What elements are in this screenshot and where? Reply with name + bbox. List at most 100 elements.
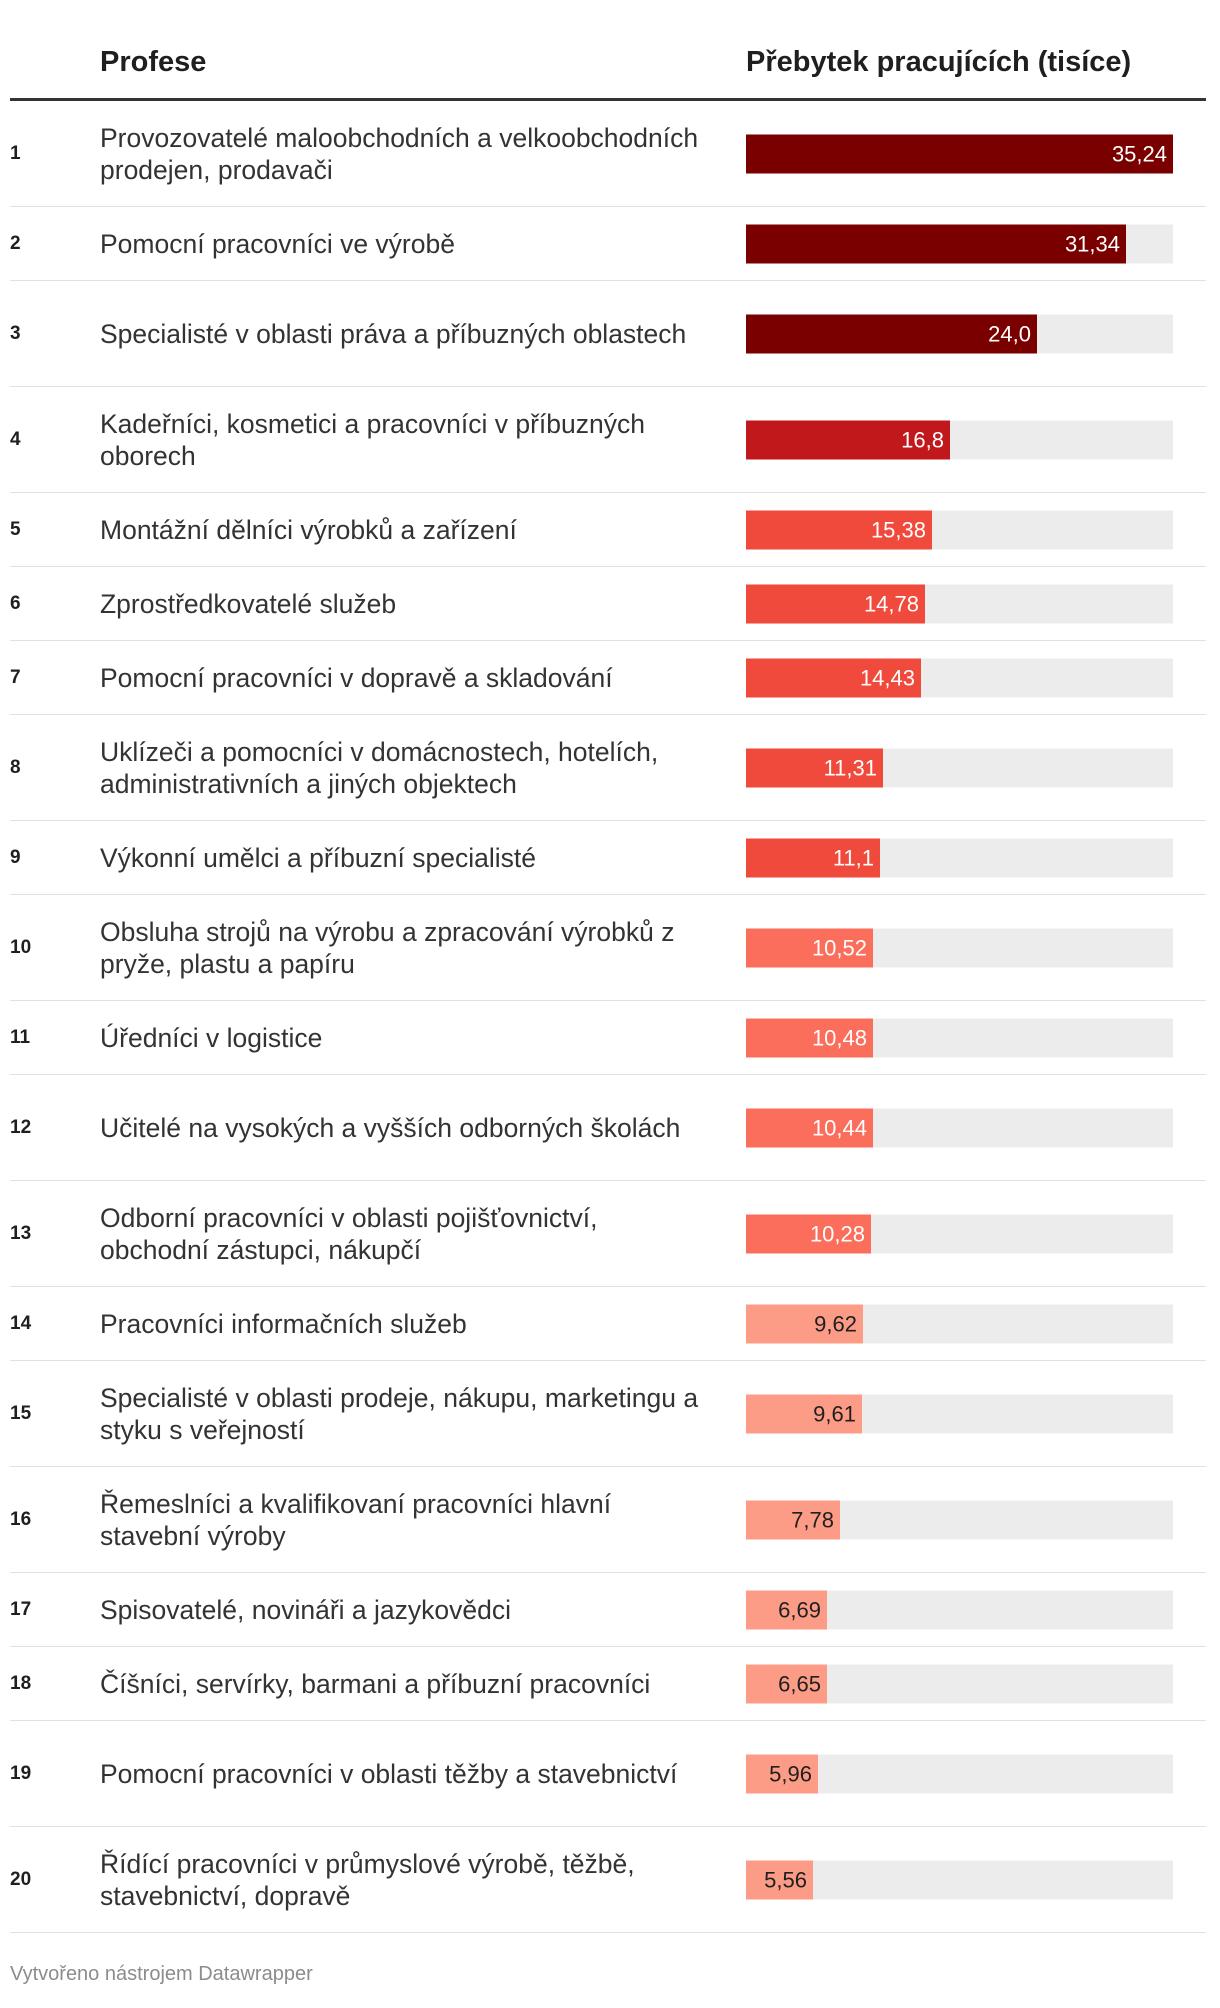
bar-value-label: 15,38: [870, 517, 926, 542]
row-rank: 4: [10, 428, 21, 450]
table-row: 13 Odborní pracovníci v oblasti pojišťovn…: [10, 1181, 1206, 1287]
bar: 5,56: [746, 1860, 813, 1899]
row-rank: 12: [10, 1116, 32, 1138]
bar: 9,62: [746, 1304, 863, 1343]
bar-track: 10,52: [746, 928, 1173, 967]
bar-track: 14,43: [746, 658, 1173, 697]
row-rank: 17: [10, 1598, 32, 1620]
table-row: 14 Pracovníci informačních služeb 9,62: [10, 1287, 1206, 1361]
row-rank: 10: [10, 936, 32, 958]
category-label: Pomocní pracovníci v oblasti těžby a sta…: [100, 1758, 678, 1789]
table-row: 1 Provozovatelé maloobchodních a velkoobc…: [10, 101, 1206, 207]
category-label: Úředníci v logistice: [100, 1022, 323, 1053]
row-rank: 8: [10, 756, 21, 778]
category-label: Obsluha strojů na výrobu a zpracování vý…: [100, 916, 675, 979]
bar: 35,24: [746, 134, 1173, 173]
row-rank: 14: [10, 1312, 32, 1334]
category-label: Odborní pracovníci v oblasti pojišťovnic…: [100, 1202, 598, 1265]
bar-value-label: 6,65: [778, 1671, 821, 1696]
bar-value-label: 9,62: [814, 1311, 857, 1336]
table-row: 5 Montážní dělníci výrobků a zařízení 15,3…: [10, 493, 1206, 567]
bar-value-label: 16,8: [901, 427, 944, 452]
row-rank: 9: [10, 846, 21, 868]
bar-value-label: 5,56: [764, 1867, 807, 1892]
category-label: Číšníci, servírky, barmani a příbuzní pr…: [100, 1668, 651, 1699]
category-label: Spisovatelé, novináři a jazykovědci: [100, 1594, 511, 1625]
bar-track: 10,44: [746, 1108, 1173, 1147]
bar-track: 9,61: [746, 1394, 1173, 1433]
category-label: Řídící pracovníci v průmyslové výrobě, t…: [100, 1848, 635, 1911]
table-row: 18 Číšníci, servírky, barmani a příbuzní …: [10, 1647, 1206, 1721]
bar-track: 6,65: [746, 1664, 1173, 1703]
row-rank: 15: [10, 1402, 32, 1424]
bar-value-label: 9,61: [813, 1401, 856, 1426]
category-label: Výkonní umělci a příbuzní specialisté: [100, 842, 536, 873]
bar-value-label: 10,52: [811, 935, 867, 960]
bar: 6,69: [746, 1590, 827, 1629]
row-rank: 13: [10, 1222, 32, 1244]
row-rank: 6: [10, 592, 21, 614]
bar: 11,31: [746, 748, 883, 787]
bar: 24,0: [746, 314, 1037, 353]
bar: 31,34: [746, 224, 1126, 263]
category-label: Učitelé na vysokých a vyšších odborných …: [100, 1112, 681, 1143]
bar-value-label: 14,43: [859, 665, 915, 690]
bar: 9,61: [746, 1394, 862, 1433]
row-rank: 2: [10, 232, 21, 254]
category-label: Kadeřníci, kosmetici a pracovníci v příb…: [100, 408, 645, 471]
bar-value-label: 35,24: [1111, 141, 1167, 166]
table-row: 10 Obsluha strojů na výrobu a zpracování …: [10, 895, 1206, 1001]
column-header-value: Přebytek pracujících (tisíce): [746, 46, 1132, 78]
bar-value-label: 24,0: [988, 321, 1031, 346]
category-label: Montážní dělníci výrobků a zařízení: [100, 514, 517, 545]
bar-track: 10,28: [746, 1214, 1173, 1253]
bar: 14,78: [746, 584, 925, 623]
table-row: 4 Kadeřníci, kosmetici a pracovníci v pří…: [10, 387, 1206, 493]
table-row: 7 Pomocní pracovníci v dopravě a skladová…: [10, 641, 1206, 715]
bar: 10,52: [746, 928, 873, 967]
category-label: Uklízeči a pomocníci v domácnostech, hot…: [100, 736, 659, 799]
bar-track: 35,24: [746, 134, 1173, 173]
category-label: Pomocní pracovníci ve výrobě: [100, 228, 455, 259]
row-rank: 5: [10, 518, 21, 540]
bar-track: 10,48: [746, 1018, 1173, 1057]
bar-value-label: 6,69: [778, 1597, 821, 1622]
table-row: 16 Řemeslníci a kvalifikovaní pracovníci …: [10, 1467, 1206, 1573]
bar-track: 11,1: [746, 838, 1173, 877]
category-label: Specialisté v oblasti prodeje, nákupu, m…: [100, 1382, 699, 1445]
category-label: Provozovatelé maloobchodních a velkoobch…: [100, 122, 699, 185]
credit-footer: Vytvořeno nástrojem Datawrapper: [10, 1963, 313, 1985]
bar-track: 16,8: [746, 420, 1173, 459]
row-rank: 18: [10, 1672, 32, 1694]
table-body: 1 Provozovatelé maloobchodních a velkoobc…: [10, 101, 1206, 1933]
bar: 15,38: [746, 510, 932, 549]
bar-track: 7,78: [746, 1500, 1173, 1539]
table-row: 11 Úředníci v logistice 10,48: [10, 1001, 1206, 1075]
table-header: Profese Přebytek pracujících (tisíce): [10, 28, 1206, 101]
bar-track: 6,69: [746, 1590, 1173, 1629]
bar-value-label: 31,34: [1064, 231, 1120, 256]
category-label: Specialisté v oblasti práva a příbuzných…: [100, 318, 687, 349]
table-row: 6 Zprostředkovatelé služeb 14,78: [10, 567, 1206, 641]
chart-table: Profese Přebytek pracujících (tisíce) 1 P…: [10, 28, 1206, 1933]
category-label: Pomocní pracovníci v dopravě a skladován…: [100, 662, 613, 693]
table-row: 15 Specialisté v oblasti prodeje, nákupu,…: [10, 1361, 1206, 1467]
bar-track: 5,96: [746, 1754, 1173, 1793]
bar-value-label: 14,78: [863, 591, 919, 616]
bar: 10,28: [746, 1214, 871, 1253]
row-rank: 1: [10, 142, 21, 164]
bar-track: 11,31: [746, 748, 1173, 787]
row-rank: 3: [10, 322, 21, 344]
bar: 7,78: [746, 1500, 840, 1539]
bar: 16,8: [746, 420, 950, 459]
table-row: 12 Učitelé na vysokých a vyšších odbornýc…: [10, 1075, 1206, 1181]
table-row: 3 Specialisté v oblasti práva a příbuznýc…: [10, 281, 1206, 387]
bar-track: 14,78: [746, 584, 1173, 623]
category-label: Zprostředkovatelé služeb: [100, 588, 397, 619]
table-row: 19 Pomocní pracovníci v oblasti těžby a s…: [10, 1721, 1206, 1827]
bar: 10,48: [746, 1018, 873, 1057]
bar: 14,43: [746, 658, 921, 697]
table-row: 8 Uklízeči a pomocníci v domácnostech, ho…: [10, 715, 1206, 821]
bar-track: 24,0: [746, 314, 1173, 353]
table-row: 20 Řídící pracovníci v průmyslové výrobě,…: [10, 1827, 1206, 1933]
